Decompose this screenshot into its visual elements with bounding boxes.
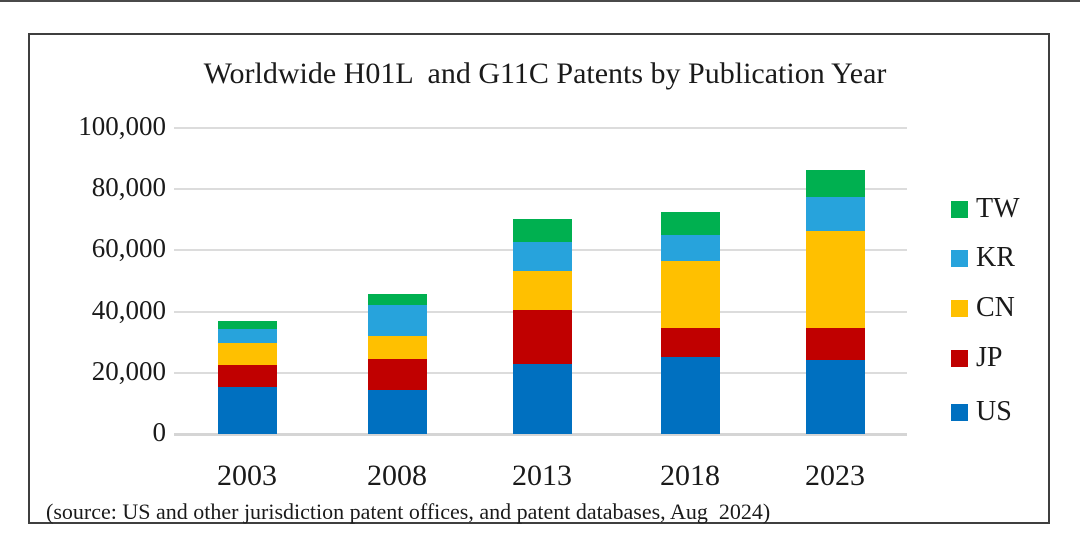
bar-segment-kr-2023 [805, 197, 865, 232]
bar-segment-cn-2003 [217, 343, 277, 365]
bar-segment-jp-2023 [805, 327, 865, 360]
chart-legend: TW KR CN JP US [951, 35, 1046, 522]
window-top-edge-line [0, 0, 1080, 2]
gridline-80000 [174, 188, 907, 191]
legend-swatch-us [951, 404, 968, 421]
gridline-100000 [174, 127, 907, 129]
bar-segment-us-2023 [805, 359, 865, 434]
bar-segment-kr-2018 [660, 234, 720, 262]
x-axis-label-2018: 2018 [660, 459, 720, 492]
y-axis-tick-label-20000: 20,000 [91, 355, 166, 386]
bar-segment-kr-2013 [512, 241, 572, 272]
bar-segment-us-2003 [217, 386, 277, 434]
bar-segment-cn-2018 [660, 261, 720, 329]
bar-segment-kr-2003 [217, 329, 277, 344]
bar-segment-tw-2008 [367, 293, 427, 305]
legend-swatch-cn [951, 300, 968, 317]
bar-segment-kr-2008 [367, 304, 427, 337]
bar-segment-us-2013 [512, 364, 572, 434]
chart-frame: Worldwide H01L and G11C Patents by Publi… [28, 33, 1050, 524]
bar-segment-tw-2023 [805, 170, 865, 198]
y-axis-tick-label-0: 0 [152, 417, 167, 447]
legend-label-tw: TW [976, 193, 1020, 224]
bar-segment-tw-2013 [512, 219, 572, 242]
legend-label-jp: JP [976, 342, 1003, 373]
legend-swatch-tw [951, 201, 968, 218]
bar-segment-jp-2018 [660, 328, 720, 357]
y-axis-tick-label-100000: 100,000 [78, 111, 166, 141]
source-note: (source: US and other jurisdiction paten… [46, 499, 771, 524]
legend-label-cn: CN [976, 292, 1015, 323]
bar-segment-us-2018 [660, 356, 720, 434]
bar-segment-jp-2003 [217, 364, 277, 387]
bar-segment-cn-2023 [805, 231, 865, 328]
bar-segment-jp-2013 [512, 310, 572, 365]
legend-label-us: US [976, 396, 1012, 427]
y-axis-tick-label-40000: 40,000 [91, 294, 166, 325]
gridline-0 [174, 433, 907, 436]
chart-title: Worldwide H01L and G11C Patents by Publi… [203, 57, 887, 90]
legend-label-kr: KR [976, 242, 1015, 273]
plot-area: 0 20,000 40,000 60,000 80,000 100,000 2003 2008… [30, 35, 1048, 522]
bar-segment-cn-2013 [512, 271, 572, 311]
bar-segment-tw-2003 [217, 321, 277, 330]
y-axis-tick-label-80000: 80,000 [91, 172, 166, 203]
y-axis-tick-label-60000: 60,000 [91, 233, 166, 264]
bar-segment-tw-2018 [660, 212, 720, 235]
legend-swatch-kr [951, 250, 968, 267]
legend-swatch-jp [951, 350, 968, 367]
bar-segment-us-2008 [367, 390, 427, 434]
bar-segment-jp-2008 [367, 359, 427, 391]
x-axis-label-2008: 2008 [367, 459, 427, 492]
x-axis-label-2013: 2013 [512, 459, 572, 492]
x-axis-label-2023: 2023 [805, 459, 865, 492]
x-axis-label-2003: 2003 [217, 459, 277, 492]
bar-segment-cn-2008 [367, 336, 427, 360]
